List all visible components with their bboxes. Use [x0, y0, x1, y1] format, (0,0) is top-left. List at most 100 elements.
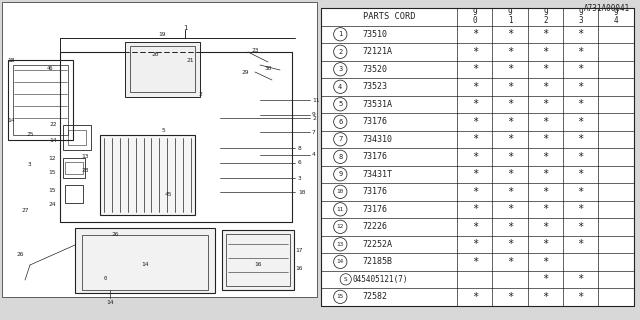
Circle shape	[333, 150, 347, 164]
Bar	[2, 2, 317, 297]
Text: 4: 4	[338, 84, 342, 90]
Text: 73176: 73176	[362, 205, 387, 214]
Text: *: *	[577, 169, 584, 179]
Text: *: *	[577, 117, 584, 127]
Circle shape	[333, 238, 347, 251]
Text: *: *	[542, 187, 548, 197]
Text: 22: 22	[49, 123, 57, 127]
Text: *: *	[542, 292, 548, 302]
Text: *: *	[472, 64, 478, 74]
Bar	[13, 65, 68, 135]
Text: 9
3: 9 3	[579, 8, 583, 25]
Text: *: *	[472, 187, 478, 197]
Text: *: *	[472, 117, 478, 127]
Text: *: *	[507, 257, 513, 267]
Text: *: *	[472, 222, 478, 232]
Text: 73510: 73510	[362, 30, 387, 39]
Text: PARTS CORD: PARTS CORD	[363, 12, 415, 21]
Text: 2: 2	[198, 92, 202, 98]
Text: 5: 5	[338, 101, 342, 107]
Text: *: *	[507, 64, 513, 74]
Bar	[125, 42, 200, 97]
Text: 73531A: 73531A	[362, 100, 392, 109]
Text: 26: 26	[111, 233, 119, 237]
Text: 12: 12	[337, 224, 344, 229]
Bar	[82, 235, 208, 290]
Text: 72252A: 72252A	[362, 240, 392, 249]
Text: 0: 0	[104, 276, 107, 281]
Text: 45: 45	[164, 193, 172, 197]
Text: *: *	[472, 204, 478, 214]
Text: 14: 14	[7, 117, 15, 123]
Circle shape	[333, 255, 347, 268]
Text: 5: 5	[161, 127, 165, 132]
Text: *: *	[542, 169, 548, 179]
Text: 13: 13	[337, 242, 344, 247]
Text: *: *	[472, 29, 478, 39]
Text: *: *	[542, 47, 548, 57]
Text: 3: 3	[338, 66, 342, 72]
Bar	[60, 52, 292, 222]
Text: 7: 7	[338, 136, 342, 142]
Text: 28: 28	[81, 167, 89, 172]
Text: *: *	[472, 257, 478, 267]
Text: *: *	[542, 239, 548, 249]
Text: *: *	[577, 99, 584, 109]
Text: *: *	[507, 169, 513, 179]
Text: *: *	[542, 152, 548, 162]
Text: 72185B: 72185B	[362, 257, 392, 266]
Text: *: *	[507, 82, 513, 92]
Text: *: *	[577, 239, 584, 249]
Text: *: *	[507, 47, 513, 57]
Text: 20: 20	[151, 52, 159, 58]
Text: 045405121(7): 045405121(7)	[353, 275, 408, 284]
Text: *: *	[577, 64, 584, 74]
Bar	[65, 162, 83, 174]
Text: *: *	[472, 47, 478, 57]
Text: *: *	[577, 204, 584, 214]
Text: 1: 1	[338, 31, 342, 37]
Text: 72582: 72582	[362, 292, 387, 301]
Text: 23: 23	[252, 47, 259, 52]
Circle shape	[333, 185, 347, 198]
Text: 9
2: 9 2	[543, 8, 548, 25]
Text: 73520: 73520	[362, 65, 387, 74]
Circle shape	[333, 168, 347, 181]
Text: 7: 7	[312, 130, 316, 134]
Bar	[8, 60, 73, 140]
Text: 9
1: 9 1	[508, 8, 513, 25]
Text: 9
0: 9 0	[472, 8, 477, 25]
Text: 11: 11	[312, 98, 319, 102]
Bar	[226, 234, 290, 286]
Text: *: *	[542, 204, 548, 214]
Circle shape	[333, 115, 347, 128]
Bar	[130, 46, 195, 92]
Text: 73176: 73176	[362, 117, 387, 126]
Text: 30: 30	[264, 66, 272, 70]
Text: 13: 13	[81, 155, 89, 159]
Text: 29: 29	[241, 69, 249, 75]
Text: *: *	[507, 134, 513, 144]
Text: *: *	[472, 99, 478, 109]
Text: 46: 46	[47, 66, 53, 70]
Text: 26: 26	[16, 252, 24, 258]
Circle shape	[333, 28, 347, 41]
Text: 734310: 734310	[362, 135, 392, 144]
Text: 25: 25	[26, 132, 34, 138]
Text: *: *	[472, 152, 478, 162]
Text: *: *	[577, 152, 584, 162]
Text: *: *	[472, 134, 478, 144]
Text: 16: 16	[295, 266, 303, 270]
Text: 8: 8	[298, 146, 301, 150]
Text: *: *	[577, 187, 584, 197]
Bar	[65, 185, 83, 203]
Text: 16: 16	[254, 262, 262, 268]
Text: 9: 9	[312, 113, 316, 117]
Text: 15: 15	[48, 188, 56, 193]
Text: *: *	[542, 99, 548, 109]
Text: 6: 6	[298, 161, 301, 165]
Text: 27: 27	[21, 207, 29, 212]
Text: 15: 15	[48, 170, 56, 174]
Text: 11: 11	[337, 207, 344, 212]
Text: *: *	[542, 257, 548, 267]
